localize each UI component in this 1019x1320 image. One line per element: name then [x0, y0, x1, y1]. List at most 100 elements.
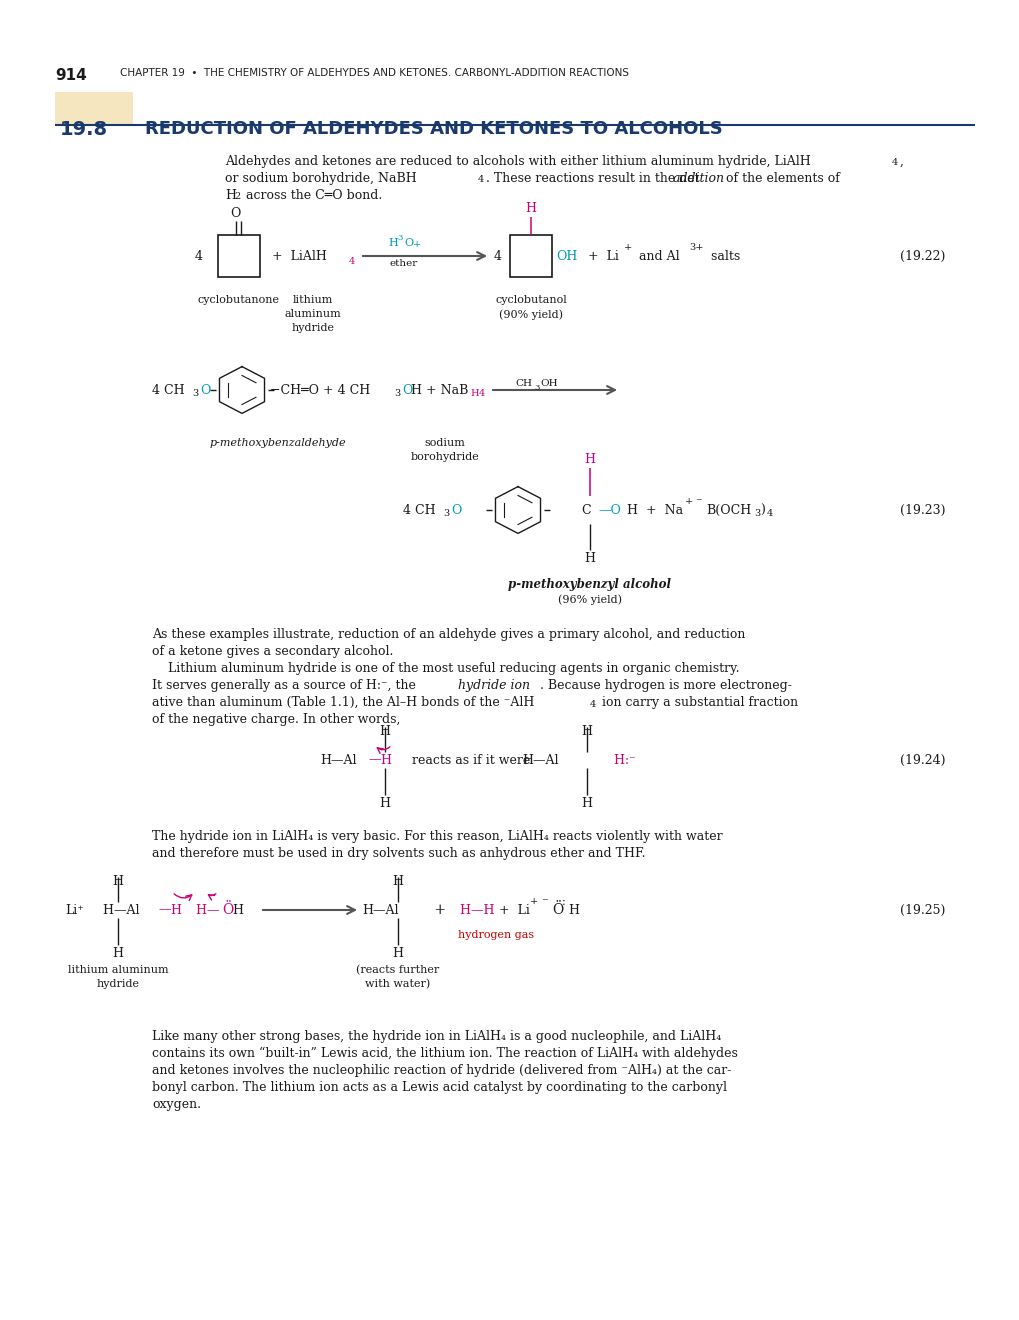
Text: +: +	[685, 498, 693, 507]
Text: CH: CH	[515, 379, 532, 388]
Text: O: O	[200, 384, 210, 396]
Text: +  Li: + Li	[584, 249, 619, 263]
Text: —: —	[158, 903, 170, 916]
Text: contains its own “built-in” Lewis acid, the lithium ion. The reaction of LiAlH₄ : contains its own “built-in” Lewis acid, …	[152, 1047, 737, 1060]
Text: ⁻: ⁻	[537, 895, 548, 908]
Text: H: H	[392, 946, 404, 960]
Text: aluminum: aluminum	[284, 309, 341, 319]
Text: H—H: H—H	[451, 903, 494, 916]
Text: with water): with water)	[365, 979, 430, 989]
Text: and therefore must be used in dry solvents such as anhydrous ether and THF.: and therefore must be used in dry solven…	[152, 847, 645, 861]
Text: (96% yield): (96% yield)	[557, 594, 622, 605]
Text: 19.8: 19.8	[60, 120, 108, 139]
Text: CHAPTER 19  •  THE CHEMISTRY OF ALDEHYDES AND KETONES. CARBONYL-ADDITION REACTIO: CHAPTER 19 • THE CHEMISTRY OF ALDEHYDES …	[120, 69, 629, 78]
Text: O: O	[450, 503, 461, 516]
Text: H: H	[392, 875, 404, 888]
Text: 4: 4	[348, 256, 355, 265]
Bar	[218, 235, 260, 277]
Text: lithium aluminum: lithium aluminum	[67, 965, 168, 975]
Text: borohydride: borohydride	[411, 451, 479, 462]
Text: H: H	[568, 903, 579, 916]
Text: 2: 2	[233, 191, 240, 201]
Bar	[55, 92, 132, 125]
Text: OH: OH	[555, 249, 577, 263]
Text: (19.23): (19.23)	[899, 503, 945, 516]
Text: (reacts further: (reacts further	[356, 965, 439, 975]
Text: H: H	[379, 797, 390, 810]
Text: (19.22): (19.22)	[899, 249, 945, 263]
Text: hydride: hydride	[97, 979, 140, 989]
Text: H: H	[626, 503, 637, 516]
Text: +: +	[413, 240, 421, 249]
Text: bonyl carbon. The lithium ion acts as a Lewis acid catalyst by coordinating to t: bonyl carbon. The lithium ion acts as a …	[152, 1081, 727, 1094]
Text: H: H	[170, 903, 180, 916]
Text: H: H	[231, 903, 243, 916]
Text: hydride ion: hydride ion	[458, 678, 530, 692]
Text: oxygen.: oxygen.	[152, 1098, 201, 1111]
Text: ⁻: ⁻	[691, 495, 702, 508]
Text: p-methoxybenzyl alcohol: p-methoxybenzyl alcohol	[508, 578, 671, 591]
Text: 914: 914	[55, 69, 87, 83]
Text: Aldehydes and ketones are reduced to alcohols with either lithium aluminum hydri: Aldehydes and ketones are reduced to alc…	[225, 154, 810, 168]
Text: −CH═O + 4 CH: −CH═O + 4 CH	[270, 384, 370, 396]
Text: H: H	[581, 797, 592, 810]
Text: 4 CH: 4 CH	[403, 503, 435, 516]
Text: (19.25): (19.25)	[899, 903, 945, 916]
Text: across the C═O bond.: across the C═O bond.	[242, 189, 382, 202]
Text: 3: 3	[396, 234, 401, 242]
Text: H—Al: H—Al	[320, 754, 357, 767]
Text: Like many other strong bases, the hydride ion in LiAlH₄ is a good nucleophile, a: Like many other strong bases, the hydrid…	[152, 1030, 720, 1043]
Text: H: H	[584, 453, 595, 466]
Text: O: O	[229, 207, 239, 220]
Text: 4: 4	[493, 249, 501, 263]
Text: 4: 4	[589, 700, 596, 709]
Text: Li⁺: Li⁺	[65, 903, 84, 916]
Text: +  Li: + Li	[494, 903, 529, 916]
Text: +: +	[624, 243, 632, 252]
Text: +  Na: + Na	[641, 503, 683, 516]
Text: H: H	[387, 238, 397, 248]
Text: Ö: Ö	[551, 903, 562, 917]
Text: OH: OH	[539, 379, 557, 388]
Text: hydrogen gas: hydrogen gas	[458, 931, 534, 940]
Text: +: +	[530, 898, 538, 907]
Text: —O: —O	[597, 503, 621, 516]
Text: of the negative charge. In other words,: of the negative charge. In other words,	[152, 713, 400, 726]
Text: reacts as if it were: reacts as if it were	[412, 754, 530, 767]
Text: hydride: hydride	[291, 323, 334, 333]
Text: . Because hydrogen is more electroneg-: . Because hydrogen is more electroneg-	[539, 678, 791, 692]
Text: —: —	[368, 754, 380, 767]
Text: lithium: lithium	[292, 294, 333, 305]
Text: +: +	[430, 903, 445, 917]
Text: salts: salts	[702, 249, 740, 263]
Text: ): )	[759, 503, 764, 516]
Bar	[510, 235, 551, 277]
Text: As these examples illustrate, reduction of an aldehyde gives a primary alcohol, : As these examples illustrate, reduction …	[152, 628, 745, 642]
Text: H: H	[581, 725, 592, 738]
Text: H: H	[525, 202, 536, 215]
Text: 4: 4	[479, 389, 485, 399]
Text: (90% yield): (90% yield)	[498, 309, 562, 319]
Text: H: H	[225, 189, 235, 202]
Text: H:⁻: H:⁻	[605, 754, 635, 767]
Text: 3: 3	[192, 389, 198, 399]
Text: or sodium borohydride, NaBH: or sodium borohydride, NaBH	[225, 172, 417, 185]
Text: ether: ether	[389, 259, 418, 268]
Text: H: H	[379, 725, 390, 738]
Text: 4: 4	[195, 249, 203, 263]
Text: . These reactions result in the net: . These reactions result in the net	[485, 172, 703, 185]
Text: 4: 4	[766, 510, 772, 519]
Text: H—Al: H—Al	[522, 754, 558, 767]
Text: H: H	[112, 875, 123, 888]
Text: of the elements of: of the elements of	[721, 172, 839, 185]
Text: ion carry a substantial fraction: ion carry a substantial fraction	[597, 696, 797, 709]
Text: H—Al: H—Al	[362, 903, 398, 916]
Text: sodium: sodium	[424, 438, 465, 447]
Text: 4: 4	[478, 176, 484, 183]
Text: H: H	[470, 389, 478, 399]
Text: 3: 3	[442, 510, 448, 519]
Text: H + NaB: H + NaB	[411, 384, 468, 396]
Text: :: :	[561, 898, 566, 907]
Text: 4: 4	[892, 158, 898, 168]
Text: 3: 3	[534, 384, 539, 392]
